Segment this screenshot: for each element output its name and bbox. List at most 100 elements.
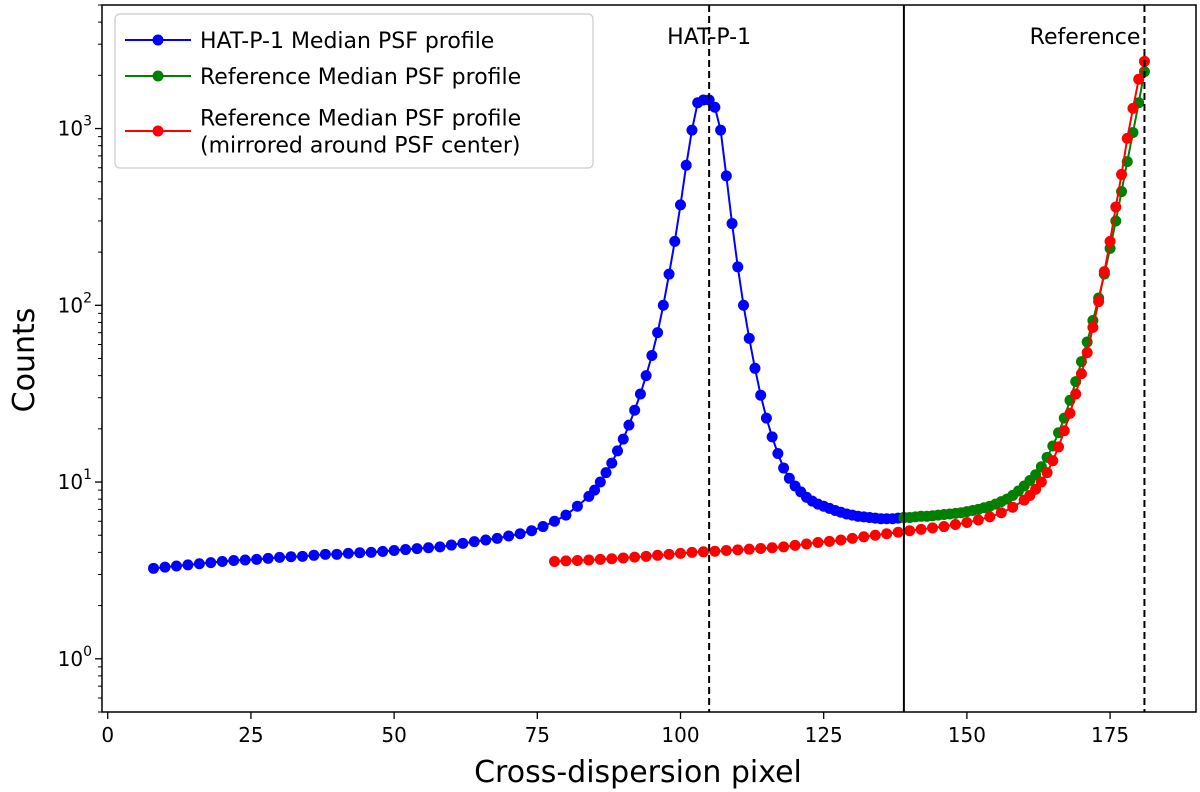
data-point [646, 349, 658, 361]
data-point [760, 412, 772, 424]
data-point [617, 552, 629, 564]
legend-box [114, 13, 594, 169]
series-layer [148, 55, 1150, 574]
data-point [652, 549, 664, 561]
data-point [726, 218, 738, 230]
data-point [1104, 235, 1116, 247]
data-point [612, 445, 623, 457]
data-point [1110, 201, 1122, 213]
data-point [216, 556, 228, 568]
data-point [634, 388, 646, 400]
y-tick-label: 102 [58, 290, 92, 317]
data-point [938, 521, 950, 533]
data-point [640, 550, 652, 562]
axis-ticks: 0 25 50 75 100 125 150 175 100 101 102 103 [58, 4, 1129, 747]
data-point [503, 530, 515, 542]
data-point [720, 544, 732, 556]
data-point [949, 519, 961, 531]
data-point [1075, 368, 1087, 380]
data-point [548, 556, 560, 568]
data-point [669, 235, 681, 247]
data-point [869, 529, 881, 541]
x-tick-label: 100 [661, 723, 699, 747]
legend-label: Reference Median PSF profile [200, 107, 521, 132]
data-point [686, 546, 698, 558]
series-3 [548, 55, 1150, 568]
data-point [663, 548, 675, 560]
data-point [148, 562, 160, 574]
data-point [239, 554, 251, 566]
x-tick-label: 175 [1091, 723, 1129, 747]
data-point [589, 484, 601, 496]
data-point [881, 528, 893, 540]
y-tick-label: 101 [58, 467, 92, 494]
x-tick-label: 150 [948, 723, 986, 747]
x-tick-label: 0 [101, 723, 114, 747]
data-point [995, 507, 1007, 519]
y-tick-label: 100 [58, 644, 92, 671]
data-point [537, 521, 549, 533]
data-point [801, 538, 813, 550]
data-point [675, 199, 686, 211]
data-point [571, 500, 583, 512]
data-point [1007, 501, 1019, 513]
data-point [1133, 73, 1145, 85]
data-point [812, 536, 824, 548]
data-point [1098, 266, 1110, 278]
data-point [434, 541, 446, 553]
data-point [743, 332, 755, 344]
data-point [652, 327, 664, 339]
legend-swatch-marker [152, 125, 164, 137]
data-point [526, 525, 538, 537]
data-point [617, 433, 629, 445]
data-point [846, 532, 858, 544]
data-point [388, 544, 400, 556]
data-point [262, 552, 274, 564]
data-point [686, 124, 698, 136]
legend-label: HAT-P-1 Median PSF profile [200, 29, 494, 54]
x-tick-label: 75 [525, 723, 550, 747]
data-point [835, 534, 847, 546]
data-point [749, 362, 761, 374]
data-point [1087, 321, 1099, 333]
vertical-markers: HAT-P-1 Reference [667, 5, 1146, 712]
data-point [1093, 296, 1105, 308]
data-point [606, 457, 618, 469]
series-1 [148, 94, 910, 574]
data-point [600, 467, 612, 479]
data-point [720, 170, 732, 182]
data-point [680, 159, 692, 171]
vline-label: HAT-P-1 [667, 25, 751, 50]
data-point [858, 531, 870, 543]
x-tick-label: 125 [805, 723, 843, 747]
data-point [766, 431, 778, 443]
data-point [657, 299, 669, 311]
data-point [915, 523, 927, 535]
y-axis-label: Counts [7, 308, 42, 413]
data-point [640, 370, 652, 382]
data-point [1064, 407, 1076, 419]
data-point [251, 553, 263, 565]
data-point [732, 261, 744, 273]
data-point [629, 404, 641, 416]
data-point [629, 551, 641, 563]
data-point [571, 554, 583, 566]
data-point [766, 542, 778, 554]
data-point [377, 545, 389, 557]
data-point [738, 299, 750, 311]
data-point [732, 544, 744, 556]
data-point [594, 476, 606, 488]
data-point [193, 558, 205, 570]
data-point [709, 101, 721, 113]
data-point [927, 522, 939, 534]
data-point [892, 526, 904, 538]
data-point [778, 541, 790, 553]
data-point [285, 551, 297, 563]
data-point [789, 539, 801, 551]
data-point [594, 553, 606, 565]
data-point [468, 536, 480, 548]
x-tick-label: 50 [381, 723, 406, 747]
data-point [961, 517, 973, 529]
data-point [1035, 476, 1047, 488]
